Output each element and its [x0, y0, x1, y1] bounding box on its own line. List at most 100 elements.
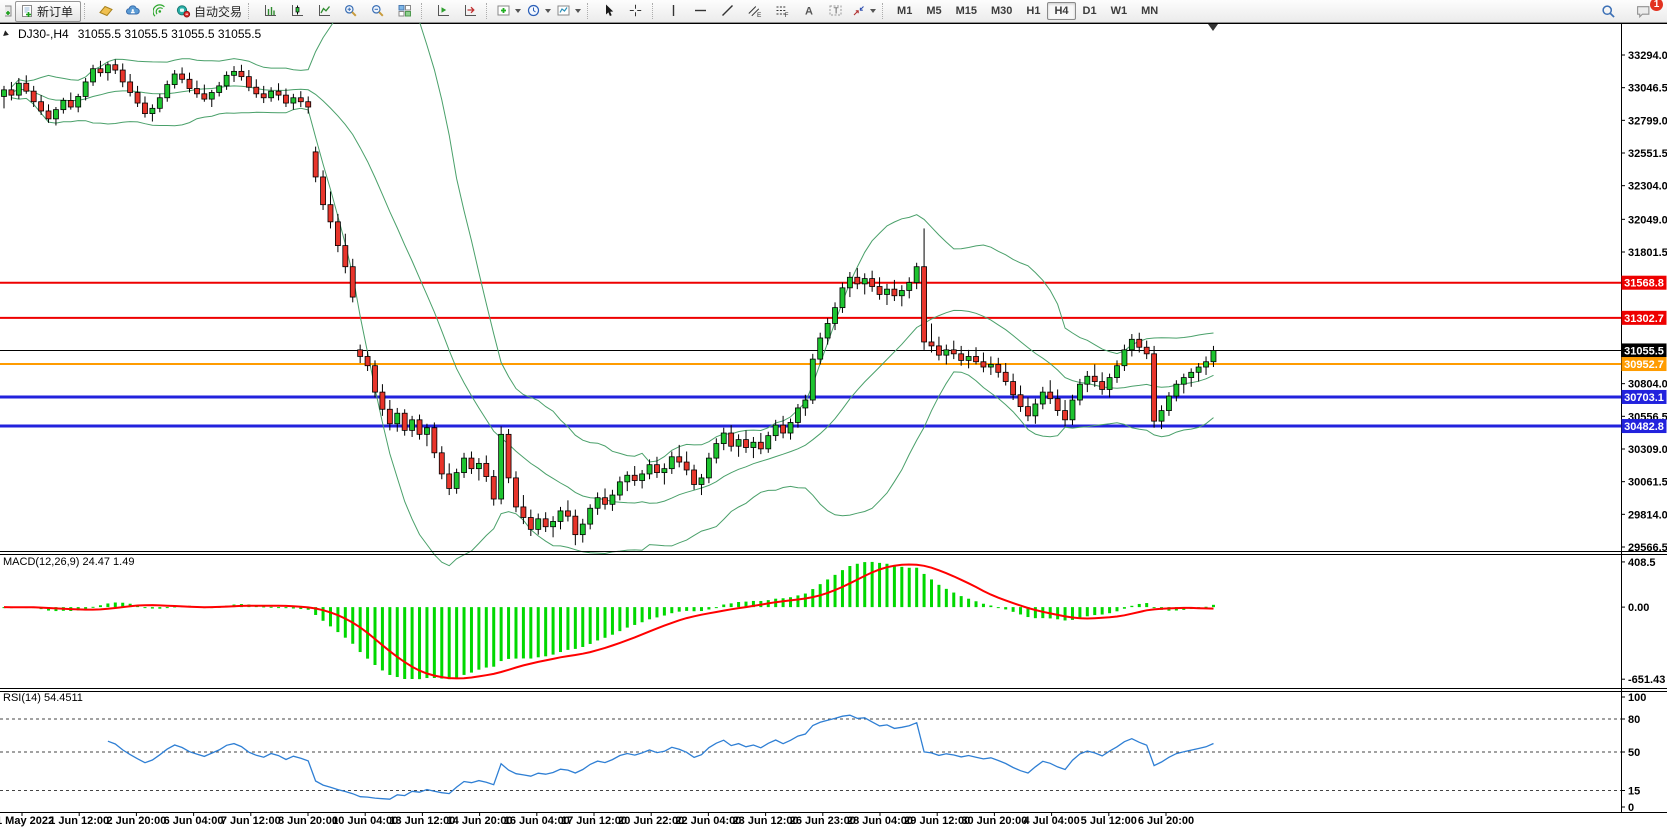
- svg-text:F: F: [784, 12, 788, 18]
- cloud-community-icon: [125, 4, 140, 18]
- toolbar-separator: [84, 3, 89, 19]
- auto-scroll-button[interactable]: [456, 0, 483, 22]
- time-axis[interactable]: [0, 813, 1621, 829]
- svg-text:32049.0: 32049.0: [1628, 214, 1667, 226]
- svg-text:29814.0: 29814.0: [1628, 509, 1667, 521]
- price-chart-canvas[interactable]: 33294.0 33046.5 32799.0 32551.5 32304.0 32049…: [0, 23, 1667, 829]
- one-click-trading-arrow-icon[interactable]: [3, 30, 10, 38]
- svg-text:6 Jul 20:00: 6 Jul 20:00: [1138, 815, 1194, 827]
- new-chart-button[interactable]: [494, 0, 524, 22]
- cursor-tool-button[interactable]: [595, 0, 622, 22]
- bar-chart-icon: [263, 4, 277, 18]
- notification-badge: 1: [1650, 0, 1663, 11]
- new-order-button[interactable]: 新订单: [15, 0, 82, 22]
- zoom-out-button[interactable]: [364, 0, 391, 22]
- svg-text:1 Jun 12:00: 1 Jun 12:00: [49, 815, 109, 827]
- chart-shift-icon: [436, 4, 450, 18]
- clock-icon: [527, 4, 541, 18]
- market-watch-button[interactable]: [92, 0, 119, 22]
- horizontal-line-tool-button[interactable]: [687, 0, 714, 22]
- crosshair-tool-button[interactable]: [622, 0, 649, 22]
- cursor-icon: [602, 4, 616, 18]
- toolbar-right-group: 1: [1595, 0, 1665, 22]
- timeframe-mn[interactable]: MN: [1141, 5, 1159, 17]
- svg-text:7 Jun 12:00: 7 Jun 12:00: [221, 815, 281, 827]
- svg-text:32551.5: 32551.5: [1628, 148, 1667, 160]
- community-button[interactable]: [119, 0, 146, 22]
- shapes-arrows-icon: [852, 4, 866, 18]
- svg-text:20 Jun 22:00: 20 Jun 22:00: [618, 815, 684, 827]
- svg-text:408.5: 408.5: [1628, 557, 1656, 569]
- svg-text:30703.1: 30703.1: [1624, 392, 1664, 404]
- shapes-tool-button[interactable]: [849, 0, 879, 22]
- period-clock-button[interactable]: [524, 0, 554, 22]
- timeframe-group: M1 M5 M15 M30 H1 H4 D1 W1 MN: [890, 2, 1165, 20]
- fibonacci-icon: F: [775, 4, 789, 18]
- trendline-tool-button[interactable]: [714, 0, 741, 22]
- tile-windows-icon: [398, 4, 412, 18]
- candlestick-mode-button[interactable]: [283, 0, 310, 22]
- timeframe-m30[interactable]: M30: [991, 5, 1013, 17]
- dropdown-arrow-icon: [545, 9, 552, 13]
- svg-text:8 Jun 20:00: 8 Jun 20:00: [278, 815, 338, 827]
- line-chart-icon: [317, 4, 331, 18]
- vertical-line-tool-button[interactable]: [660, 0, 687, 22]
- svg-text:30061.5: 30061.5: [1628, 477, 1667, 489]
- timeframe-m1[interactable]: M1: [897, 5, 913, 17]
- toolbar-separator: [248, 3, 253, 19]
- chart-shift-button[interactable]: [429, 0, 456, 22]
- dropdown-arrow-icon: [870, 9, 877, 13]
- notifications-button[interactable]: 1: [1630, 0, 1663, 22]
- timeframe-m15[interactable]: M15: [955, 5, 977, 17]
- svg-text:31801.5: 31801.5: [1628, 247, 1667, 259]
- new-order-icon: [20, 4, 34, 18]
- zoom-in-button[interactable]: [337, 0, 364, 22]
- bar-chart-mode-button[interactable]: [256, 0, 283, 22]
- fibonacci-tool-button[interactable]: F: [768, 0, 795, 22]
- svg-text:29566.5: 29566.5: [1628, 542, 1667, 554]
- svg-text:26 Jun 23:00: 26 Jun 23:00: [790, 815, 856, 827]
- timeframe-m5[interactable]: M5: [926, 5, 942, 17]
- price-axis[interactable]: [1621, 23, 1667, 812]
- svg-text:31 May 2022: 31 May 2022: [0, 815, 54, 827]
- dropdown-arrow-icon: [575, 9, 582, 13]
- svg-text:33046.5: 33046.5: [1628, 83, 1667, 95]
- svg-text:T: T: [833, 6, 838, 16]
- channel-icon: E: [747, 4, 762, 18]
- svg-text:30 Jun 20:00: 30 Jun 20:00: [961, 815, 1027, 827]
- timeframe-h4[interactable]: H4: [1047, 2, 1076, 20]
- svg-text:6 Jun 04:00: 6 Jun 04:00: [164, 815, 224, 827]
- svg-text:13 Jun 12:00: 13 Jun 12:00: [389, 815, 455, 827]
- svg-text:31302.7: 31302.7: [1624, 313, 1664, 325]
- equidistant-channel-tool-button[interactable]: E: [741, 0, 768, 22]
- svg-text:100: 100: [1628, 692, 1646, 704]
- candlestick-icon: [290, 4, 304, 18]
- timeframe-w1[interactable]: W1: [1110, 5, 1128, 17]
- macd-label: MACD(12,26,9) 24.47 1.49: [3, 556, 135, 568]
- svg-text:-651.43: -651.43: [1628, 674, 1665, 686]
- svg-text:29 Jun 12:00: 29 Jun 12:00: [904, 815, 970, 827]
- zoom-out-icon: [371, 4, 385, 18]
- text-tool-button[interactable]: A: [795, 0, 822, 22]
- svg-text:30482.8: 30482.8: [1624, 421, 1664, 433]
- svg-text:30309.0: 30309.0: [1628, 444, 1667, 456]
- timeframe-h1[interactable]: H1: [1026, 5, 1041, 17]
- search-button[interactable]: [1595, 0, 1622, 22]
- indicators-button[interactable]: [554, 0, 584, 22]
- trendline-icon: [721, 4, 735, 18]
- svg-text:22 Jun 04:00: 22 Jun 04:00: [675, 815, 741, 827]
- new-order-label: 新订单: [37, 4, 74, 19]
- svg-text:A: A: [805, 6, 813, 18]
- timeframe-d1[interactable]: D1: [1082, 5, 1097, 17]
- text-label-tool-button[interactable]: T: [822, 0, 849, 22]
- tile-windows-button[interactable]: [391, 0, 418, 22]
- chart-ohlc-values: 31055.5 31055.5 31055.5 31055.5: [77, 27, 262, 41]
- svg-text:80: 80: [1628, 714, 1640, 726]
- auto-trading-label: 自动交易: [194, 4, 243, 19]
- crosshair-icon: [629, 4, 643, 18]
- toolbar-separator: [882, 3, 887, 19]
- line-chart-mode-button[interactable]: [310, 0, 337, 22]
- vertical-line-icon: [667, 4, 681, 18]
- auto-trading-button[interactable]: 自动交易: [173, 0, 245, 22]
- signals-button[interactable]: [146, 0, 173, 22]
